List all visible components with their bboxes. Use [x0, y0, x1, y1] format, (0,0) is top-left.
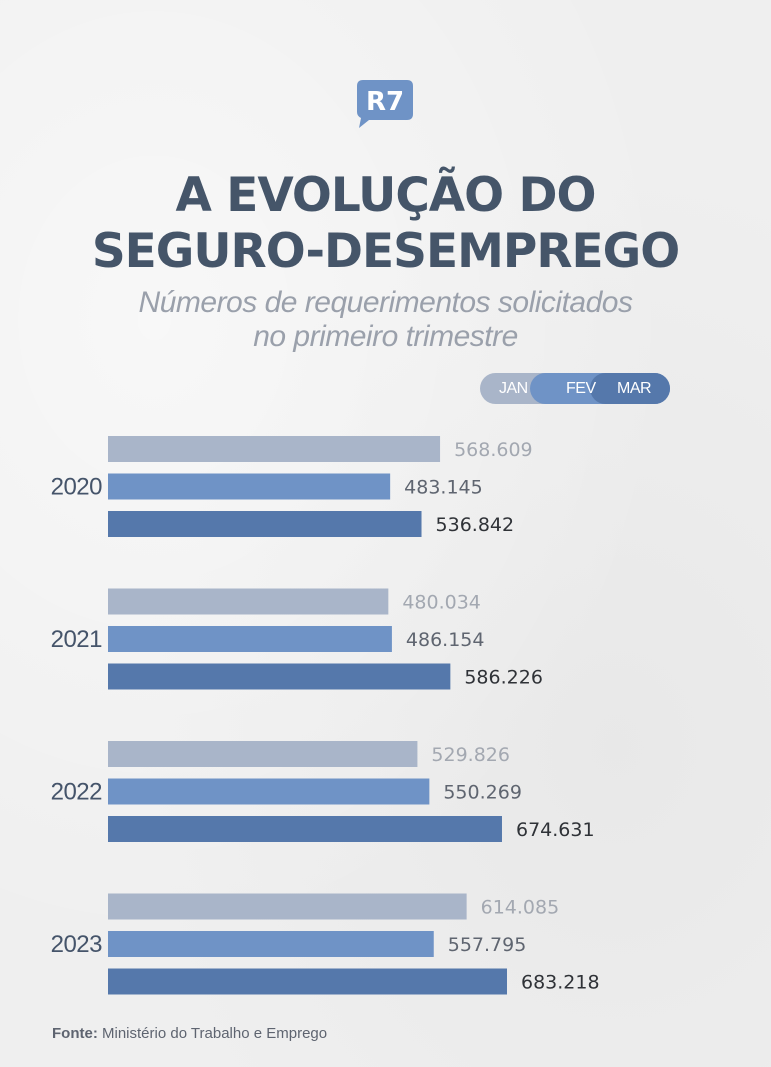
bar-2022-fev: [108, 778, 430, 805]
value-label-2021-mar: 586.226: [464, 667, 543, 689]
bar-2021-jan: [108, 588, 389, 615]
value-label-2023-fev: 557.795: [448, 934, 527, 956]
title-line-2: SEGURO-DESEMPREGO: [91, 224, 680, 279]
source-text: Ministério do Trabalho e Emprego: [97, 1025, 328, 1042]
subtitle-line-2: no primeiro trimestre: [253, 320, 518, 353]
page-subtitle: Números de requerimentos solicitados no …: [0, 286, 771, 354]
year-label-2022: 2022: [51, 779, 103, 806]
legend-jan-label: JAN: [499, 380, 528, 397]
value-label-2020-jan: 568.609: [454, 439, 533, 461]
value-label-2020-mar: 536.842: [436, 514, 515, 536]
value-label-2023-jan: 614.085: [481, 897, 560, 919]
bar-2021-mar: [108, 663, 451, 690]
subtitle-line-1: Números de requerimentos solicitados: [138, 286, 633, 319]
legend-fev-label: FEV: [566, 380, 596, 397]
bar-2020-jan: [108, 436, 441, 462]
legend-mar-label: MAR: [617, 380, 652, 397]
source-label: Fonte:: [52, 1025, 98, 1042]
bar-2022-mar: [108, 816, 502, 842]
value-label-2022-mar: 674.631: [516, 819, 595, 841]
bar-2020-mar: [108, 511, 422, 537]
bar-2022-jan: [108, 741, 418, 767]
r7-logo-text: R7: [366, 87, 404, 117]
title-line-1: A EVOLUÇÃO DO: [175, 168, 597, 223]
page-title: A EVOLUÇÃO DO SEGURO-DESEMPREGO: [0, 168, 771, 280]
value-label-2021-jan: 480.034: [402, 592, 481, 614]
r7-logo: R7: [357, 80, 413, 128]
bar-2023-jan: [108, 893, 467, 920]
value-label-2021-fev: 486.154: [406, 629, 485, 651]
bar-2020-fev: [108, 473, 391, 500]
bar-2021-fev: [108, 626, 392, 652]
value-label-2023-mar: 683.218: [521, 972, 600, 994]
value-label-2022-jan: 529.826: [431, 744, 510, 766]
value-label-2020-fev: 483.145: [404, 477, 483, 499]
bar-2023-mar: [108, 968, 507, 995]
chart-legend: JAN FEV MAR: [480, 373, 670, 404]
source-note: Fonte: Ministério do Trabalho e Emprego: [52, 1025, 327, 1042]
legend-mar-pill: [590, 373, 670, 404]
year-label-2020: 2020: [51, 474, 103, 501]
year-label-2023: 2023: [51, 931, 103, 958]
bar-2023-fev: [108, 931, 434, 957]
value-label-2022-fev: 550.269: [443, 782, 522, 804]
year-label-2021: 2021: [51, 626, 103, 653]
